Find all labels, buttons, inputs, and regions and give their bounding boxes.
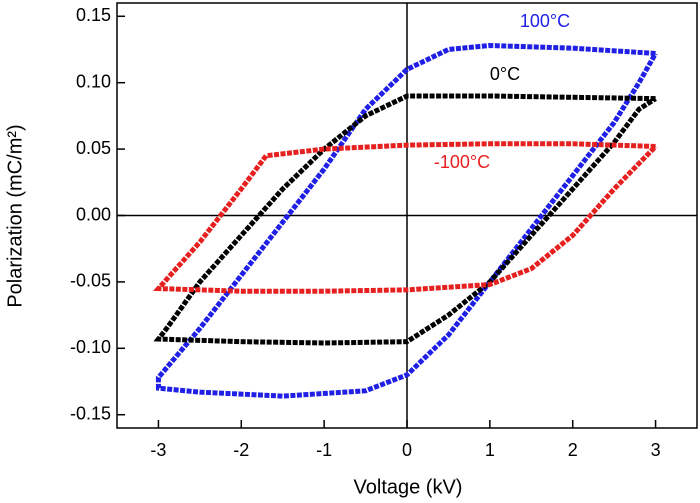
x-tick-label: -2 bbox=[233, 440, 249, 460]
y-tick-label: 0.05 bbox=[76, 138, 111, 158]
x-tick-label: 3 bbox=[651, 440, 661, 460]
y-tick-label: -0.15 bbox=[70, 403, 111, 423]
x-tick-label: 2 bbox=[568, 440, 578, 460]
x-tick-label: -1 bbox=[316, 440, 332, 460]
x-tick-label: 0 bbox=[402, 440, 412, 460]
y-axis-label: Polarization (mC/m²) bbox=[4, 124, 26, 307]
series-label: -100°C bbox=[434, 152, 490, 172]
series-line bbox=[153, 93, 657, 346]
series-label: 0°C bbox=[490, 64, 520, 84]
y-tick-label: -0.10 bbox=[70, 337, 111, 357]
y-tick-label: 0.15 bbox=[76, 5, 111, 25]
x-axis-label: Voltage (kV) bbox=[354, 476, 463, 498]
x-tick-label: -3 bbox=[150, 440, 166, 460]
x-tick-label: 1 bbox=[485, 440, 495, 460]
series-line bbox=[155, 42, 658, 399]
series-label: 100°C bbox=[520, 11, 570, 31]
y-tick-label: -0.05 bbox=[70, 271, 111, 291]
y-tick-label: 0.10 bbox=[76, 71, 111, 91]
y-tick-label: 0.00 bbox=[76, 204, 111, 224]
series-line bbox=[153, 141, 658, 294]
